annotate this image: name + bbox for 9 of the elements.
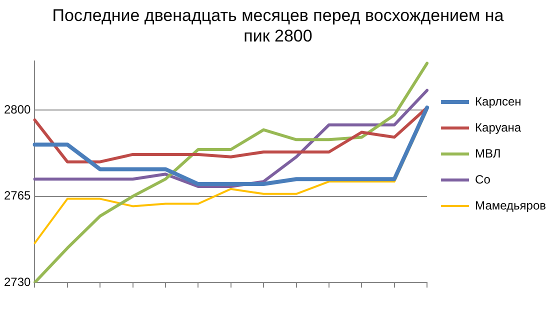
y-tick-label: 2800	[4, 102, 32, 116]
y-tick-label: 2765	[4, 188, 32, 203]
legend-label: МВЛ	[475, 146, 501, 160]
y-tick-label: 2730	[4, 274, 32, 289]
legend-label: Мамедьяров	[475, 198, 546, 212]
chart-title: Последние двенадцать месяцев перед восхождением на пик 2800	[52, 6, 504, 46]
legend-label: Карлсен	[475, 94, 522, 108]
legend-label: Каруана	[475, 120, 522, 134]
legend-label: Со	[475, 172, 491, 186]
